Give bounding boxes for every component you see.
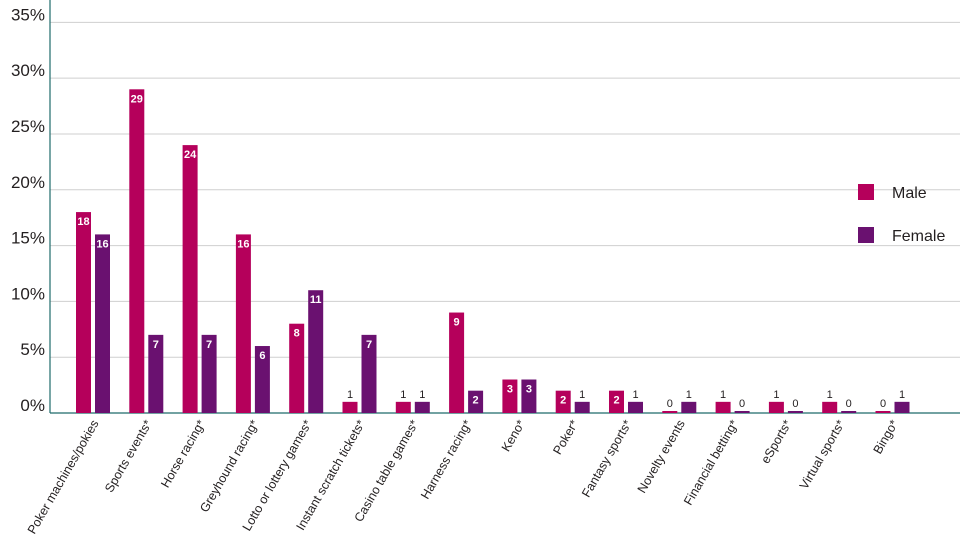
data-label: 1 [400,389,406,401]
data-label: 1 [579,389,585,401]
x-axis-labels: Poker machines/pokies Sports events* Horse… [25,417,901,536]
y-tick-label: 20% [11,173,45,192]
y-tick-label: 0% [20,396,45,415]
data-label: 18 [77,216,89,228]
x-tick-label: Novelty events [635,418,688,496]
bar-male [662,411,678,413]
data-label: 6 [259,350,265,362]
legend: Male Female [858,184,945,245]
x-tick-label: Sports events* [102,417,155,495]
data-label: 2 [613,395,619,407]
x-tick-label: Horse racing* [158,417,208,490]
data-label: 9 [454,317,460,329]
y-tick-label: 25% [11,117,45,136]
y-tick-label: 5% [20,340,45,359]
data-label: 1 [347,389,353,401]
bar-male [76,212,91,413]
bar-female [254,346,270,413]
data-label: 1 [773,389,779,401]
y-tick-label: 35% [11,5,45,24]
x-tick-label: Harness racing* [418,417,475,501]
data-label: 0 [880,398,886,410]
bar-female [681,401,697,413]
x-tick-label: eSports* [758,417,794,466]
data-label: 3 [507,384,513,396]
bar-male [449,312,465,413]
data-label: 2 [560,395,566,407]
x-tick-label: Bingo* [871,417,902,456]
bar-female [574,401,590,413]
legend-label-male: Male [892,185,927,202]
x-tick-label: Greyhound racing* [197,417,261,514]
bar-female [414,401,430,413]
bar-female [521,379,537,413]
bar-female [468,390,484,413]
legend-swatch-female [858,227,874,243]
data-label: 0 [739,398,745,410]
bar-female [201,334,217,413]
x-tick-label: Financial betting* [681,417,741,507]
x-tick-label: Poker* [550,417,581,457]
bar-male [502,379,518,413]
data-label: 3 [526,384,532,396]
data-label: 24 [184,149,197,161]
data-label: 0 [667,398,673,410]
y-tick-label: 15% [11,229,45,248]
legend-swatch-male [858,184,874,200]
bar-male [715,401,731,413]
x-tick-label: Keno* [499,417,528,454]
bar-female [734,411,750,413]
legend-label-female: Female [892,228,945,245]
bar-male [129,89,145,413]
x-tick-label: Virtual sports* [797,417,848,491]
bar-male [768,401,784,413]
data-label: 16 [96,238,108,250]
data-label: 16 [237,238,249,250]
bar-male [235,234,251,413]
bar-male [289,323,305,413]
data-label: 1 [686,389,692,401]
data-label: 0 [846,398,852,410]
data-label: 7 [206,339,212,351]
bar-female [148,334,164,413]
data-label: 1 [827,389,833,401]
data-label: 1 [720,389,726,401]
bar-male [555,390,571,413]
data-label: 29 [131,93,143,105]
y-tick-label: 30% [11,61,45,80]
y-tick-label: 10% [11,284,45,303]
bar-female [361,334,377,413]
gridlines [50,21,960,358]
x-tick-label: Poker machines/pokies [25,418,102,537]
data-label: 8 [294,328,300,340]
bar-female [841,411,857,413]
bar-male [395,401,411,413]
data-label: 7 [366,339,372,351]
data-label: 11 [310,294,322,306]
bar-female [628,401,643,413]
bar-female [95,234,110,413]
bar-female [308,290,324,413]
data-label: 1 [419,389,425,401]
bar-male [875,411,891,413]
data-label: 0 [792,398,798,410]
data-label: 7 [153,339,159,351]
bar-male [822,401,838,413]
bar-male [609,390,624,413]
bar-female [894,401,910,413]
bar-male [342,401,358,413]
data-label: 1 [632,389,638,401]
data-label: 2 [473,395,479,407]
bar-female [787,411,803,413]
bar-male [182,145,198,414]
data-label: 1 [899,389,905,401]
x-tick-label: Fantasy sports* [579,417,635,499]
